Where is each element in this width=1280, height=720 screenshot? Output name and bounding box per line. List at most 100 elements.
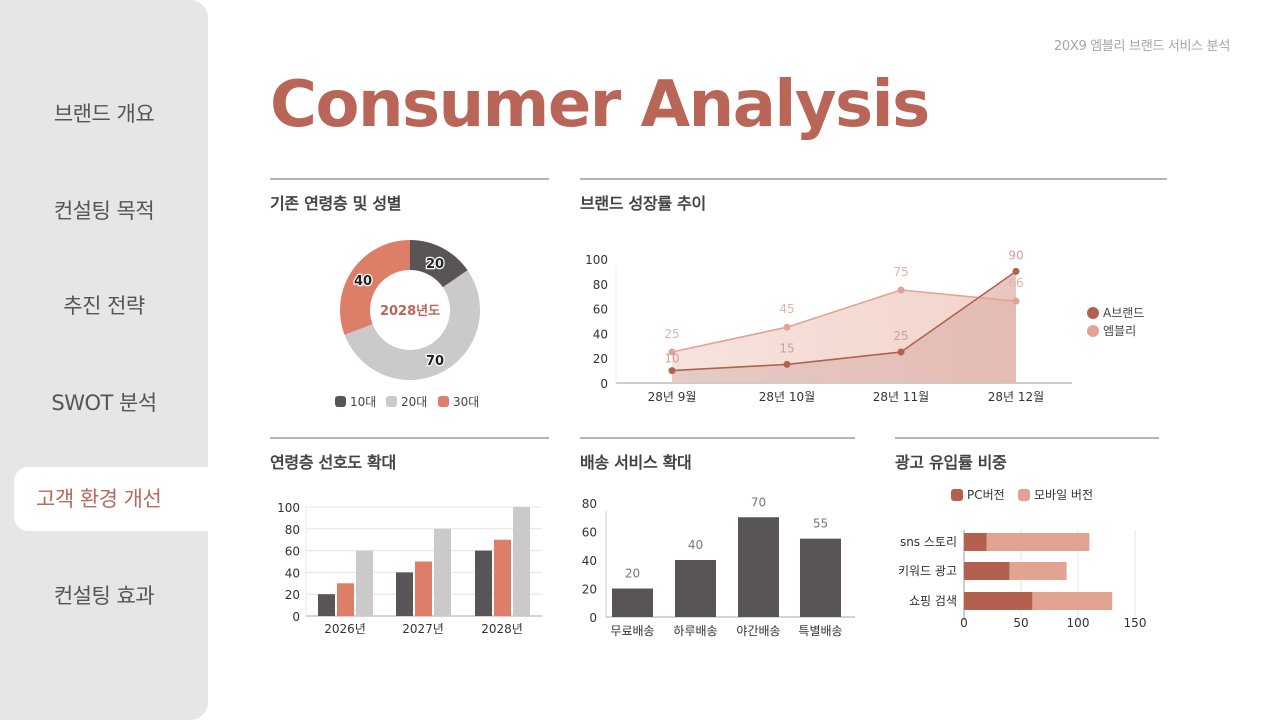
data-label: 45 (779, 302, 794, 316)
legend-label: 30대 (453, 395, 479, 409)
bar (612, 588, 653, 617)
data-label: 25 (893, 329, 908, 343)
donut-center-label: 2028년도 (380, 304, 440, 319)
x-tick-label: 0 (960, 616, 968, 630)
x-tick-label: 무료배송 (610, 624, 654, 638)
bar (494, 539, 511, 616)
data-label: 20 (625, 567, 640, 581)
line-chart: 0 20 40 60 80 100 10 15 25 90 25 45 75 66 28년 9월 28년 10… (585, 248, 1144, 404)
section-title: 브랜드 성장률 추이 (580, 194, 706, 213)
x-tick-label: 28년 11월 (873, 390, 929, 404)
data-label: 15 (779, 341, 794, 355)
x-tick-label: 28년 9월 (648, 390, 697, 404)
data-label: 40 (688, 538, 703, 552)
slice-label: 70 (426, 354, 444, 369)
section-divider (895, 437, 1159, 439)
data-point (897, 348, 905, 356)
stacked-bar-segment (964, 533, 987, 551)
legend-label: 10대 (350, 395, 376, 409)
data-point (1012, 297, 1020, 305)
x-tick-label: 28년 12월 (988, 390, 1044, 404)
section-age-gender: 기존 연령층 및 성별 (270, 178, 549, 214)
y-tick-label: 40 (582, 554, 597, 568)
section-title: 기존 연령층 및 성별 (270, 194, 402, 213)
legend-swatch (386, 396, 397, 407)
data-point (897, 286, 905, 294)
series-line (671, 289, 1017, 353)
data-label: 10 (664, 352, 679, 366)
slice-label: 20 (426, 257, 444, 272)
bar (396, 572, 413, 616)
data-label: 75 (893, 265, 908, 279)
age-bar-chart: 0 20 40 60 80 100 2026년 2027년 2028년 (277, 501, 542, 636)
data-label: 25 (664, 327, 679, 341)
area-fill (672, 271, 1016, 383)
bar (800, 538, 841, 617)
legend-swatch (951, 489, 963, 501)
y-tick-label: 100 (277, 501, 300, 515)
sidebar-item-strategy[interactable]: 추진 전략 (63, 294, 145, 318)
stacked-bar-segment (986, 533, 1090, 551)
slice-label: 40 (354, 274, 372, 289)
y-tick-label: 0 (600, 377, 608, 391)
x-tick-label: 100 (1067, 616, 1090, 630)
data-point (1012, 267, 1020, 275)
x-tick-label: 50 (1013, 616, 1028, 630)
x-tick-label: 150 (1124, 616, 1147, 630)
legend-label: 모바일 버전 (1034, 488, 1093, 502)
section-ad-inflow: 광고 유입률 비중 (895, 437, 1159, 473)
sidebar-item-customer-environment[interactable]: 고객 환경 개선 (14, 467, 254, 531)
data-point (783, 323, 791, 331)
sidebar-item-consulting-effect[interactable]: 컨설팅 효과 (53, 584, 155, 608)
x-tick-label: 2027년 (402, 622, 444, 636)
y-tick-label: 20 (593, 352, 608, 366)
section-divider (270, 437, 549, 439)
bar (337, 583, 354, 616)
section-divider (580, 437, 855, 439)
stacked-bar-segment (1009, 562, 1067, 580)
stacked-bar-segment (964, 562, 1010, 580)
x-tick-label: 야간배송 (736, 624, 780, 638)
y-tick-label: 60 (593, 303, 608, 317)
document-caption: 20X9 엠블리 브랜드 서비스 분석 (1053, 39, 1230, 54)
y-tick-label: 100 (585, 253, 608, 267)
data-label: 90 (1008, 248, 1023, 262)
section-age-preference: 연령층 선호도 확대 (270, 437, 549, 473)
x-tick-label: 2028년 (481, 622, 523, 636)
donut-slice (340, 240, 410, 335)
data-point (668, 348, 676, 356)
y-tick-label: 40 (593, 327, 608, 341)
legend-label: 엠블리 (1103, 324, 1136, 338)
sidebar-item-swot[interactable]: SWOT 분석 (51, 391, 157, 415)
delivery-bar-chart: 0 20 40 60 80 20 무료배송 40 하루배송 70 야간배송 55 특별배송 (582, 495, 855, 638)
legend-swatch (438, 396, 449, 407)
bar (513, 507, 530, 616)
bar (356, 550, 373, 616)
section-title: 연령층 선호도 확대 (270, 453, 396, 472)
donut-slice (410, 240, 468, 288)
sidebar-item-brand-overview[interactable]: 브랜드 개요 (53, 102, 155, 126)
data-label: 70 (751, 495, 766, 509)
donut-slice (344, 270, 480, 380)
bar (738, 517, 779, 617)
y-tick-label: 80 (285, 523, 300, 537)
section-divider (270, 178, 549, 180)
y-tick-label: 60 (285, 545, 300, 559)
legend-swatch (1018, 489, 1030, 501)
donut-chart: 20 70 40 2028년도 10대 20대 30대 (335, 240, 480, 409)
bar (415, 561, 432, 616)
x-tick-label: 28년 10월 (759, 390, 815, 404)
y-tick-label: 0 (589, 611, 597, 625)
y-tick-label: 20 (285, 588, 300, 602)
x-tick-label: 특별배송 (798, 624, 842, 638)
stacked-bar-segment (964, 592, 1033, 610)
y-tick-label: sns 스토리 (900, 535, 957, 549)
data-label: 66 (1008, 276, 1023, 290)
bar (475, 550, 492, 616)
sidebar-item-consulting-purpose[interactable]: 컨설팅 목적 (53, 199, 155, 223)
y-tick-label: 80 (593, 278, 608, 292)
data-point (783, 360, 791, 368)
y-tick-label: 20 (582, 583, 597, 597)
data-label: 55 (813, 517, 828, 531)
